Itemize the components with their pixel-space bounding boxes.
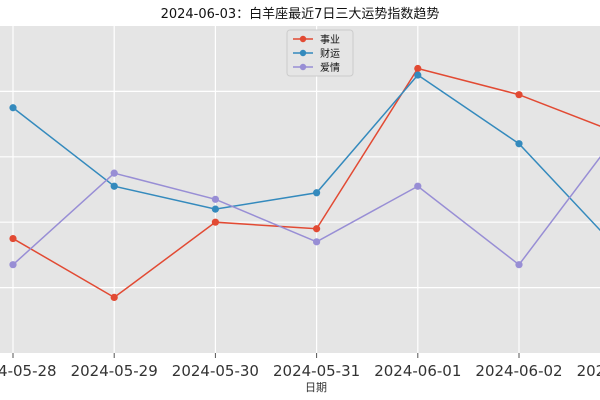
x-tick-label: 2024-05-30 [172,362,259,380]
x-tick-label: 2024-06-02 [475,362,562,380]
data-point [313,189,321,197]
plot-background [0,26,600,353]
x-tick-label: 2024-05-31 [273,362,360,380]
legend-marker [299,63,307,71]
data-point [515,261,523,269]
data-point [9,261,17,269]
data-point [515,91,523,99]
data-point [211,195,219,203]
data-point [313,238,321,246]
data-point [414,64,422,73]
x-tick-label: 2024-05-29 [71,362,158,380]
x-tick-label: 2024-06-03 [577,362,600,380]
data-point [211,218,219,226]
data-point [9,234,17,243]
data-point [313,225,321,233]
x-axis-title: 日期 [305,381,327,394]
data-point [9,104,17,112]
legend-label: 事业 [320,33,340,46]
grid-lines [0,26,600,353]
data-point [414,182,422,190]
series-lines [9,64,600,302]
x-tick-label: 2024-06-01 [374,362,461,380]
x-tick-labels: 2024-05-28 2024-05-29 2024-05-30 2024-05-31… [0,353,600,380]
legend-marker [299,35,307,43]
legend-marker [299,49,307,57]
legend-label: 爱情 [320,61,340,74]
data-point [110,182,118,190]
x-tick-label: 2024-05-28 [0,362,57,380]
chart-title: 2024-06-03：白羊座最近7日三大运势指数趋势 [161,6,440,22]
legend-label: 财运 [320,47,340,60]
data-point [110,293,118,302]
data-point [211,205,219,213]
data-point [515,140,523,148]
data-point [414,71,422,79]
data-point [110,169,118,177]
